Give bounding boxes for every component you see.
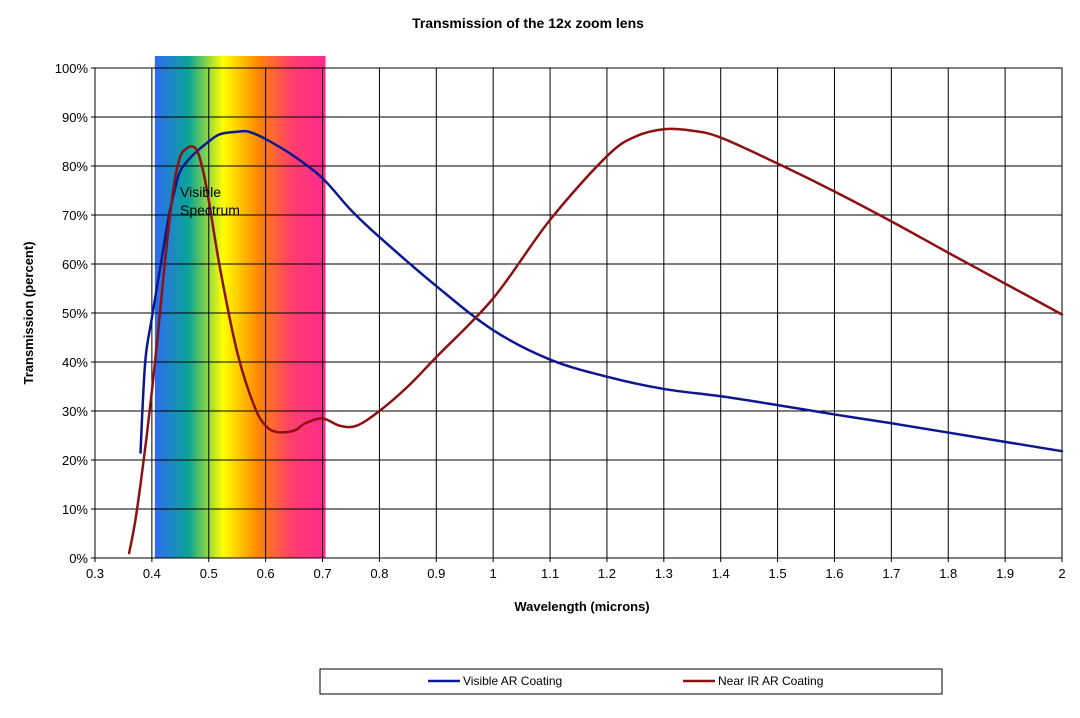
y-tick-label: 60%: [62, 257, 88, 272]
series-lines: [127, 127, 1064, 555]
y-tick-label: 90%: [62, 110, 88, 125]
legend-label-near-ir-ar: Near IR AR Coating: [718, 674, 823, 688]
y-tick-label: 0%: [69, 551, 88, 566]
chart-title: Transmission of the 12x zoom lens: [412, 15, 644, 31]
y-tick-label: 30%: [62, 404, 88, 419]
x-tick-label: 0.8: [370, 566, 388, 581]
x-tick-label: 1.2: [598, 566, 616, 581]
x-tick-label: 1.8: [939, 566, 957, 581]
y-tick-label: 20%: [62, 453, 88, 468]
annotation-visible: Visible: [180, 184, 221, 200]
y-tick-label: 10%: [62, 502, 88, 517]
x-tick-label: 1.4: [712, 566, 730, 581]
x-tick-label: 1.5: [769, 566, 787, 581]
x-axis-label: Wavelength (microns): [514, 599, 649, 614]
legend-box: [319, 668, 943, 695]
annotation-spectrum: Spectrum: [180, 202, 240, 218]
x-tick-label: 0.7: [313, 566, 331, 581]
y-tick-label: 40%: [62, 355, 88, 370]
y-axis-ticks: 0% 10% 20% 30% 40% 50% 60% 70% 80% 90% 100%: [55, 61, 89, 566]
y-tick-label: 100%: [55, 61, 89, 76]
x-tick-label: 0.5: [200, 566, 218, 581]
x-axis-ticks: 0.3 0.4 0.5 0.6 0.7 0.8 0.9 1 1.1 1.2 1.3 1.4 1.5 1.6…: [86, 566, 1066, 581]
legend: Visible AR Coating Near IR AR Coating: [319, 668, 943, 695]
x-tick-label: 2: [1058, 566, 1065, 581]
plot-border: [94, 67, 1063, 559]
x-tick-label: 1.7: [882, 566, 900, 581]
x-tick-label: 1.1: [541, 566, 559, 581]
y-tick-label: 70%: [62, 208, 88, 223]
x-tick-label: 1.6: [825, 566, 843, 581]
x-tick-label: 0.4: [143, 566, 161, 581]
x-tick-label: 1.9: [996, 566, 1014, 581]
grid-lines: [91, 67, 1063, 562]
legend-label-visible-ar: Visible AR Coating: [463, 674, 562, 688]
series-line-near-ir-ar-coating: [127, 127, 1064, 555]
y-tick-label: 80%: [62, 159, 88, 174]
x-tick-label: 1.3: [655, 566, 673, 581]
series-line-visible-ar-coating: [139, 129, 1064, 454]
x-tick-label: 0.3: [86, 566, 104, 581]
x-tick-label: 0.9: [427, 566, 445, 581]
x-tick-label: 0.6: [257, 566, 275, 581]
y-tick-label: 50%: [62, 306, 88, 321]
y-axis-label: Transmission (percent): [21, 241, 36, 384]
x-tick-label: 1: [490, 566, 497, 581]
visible-spectrum-band: [154, 56, 326, 558]
